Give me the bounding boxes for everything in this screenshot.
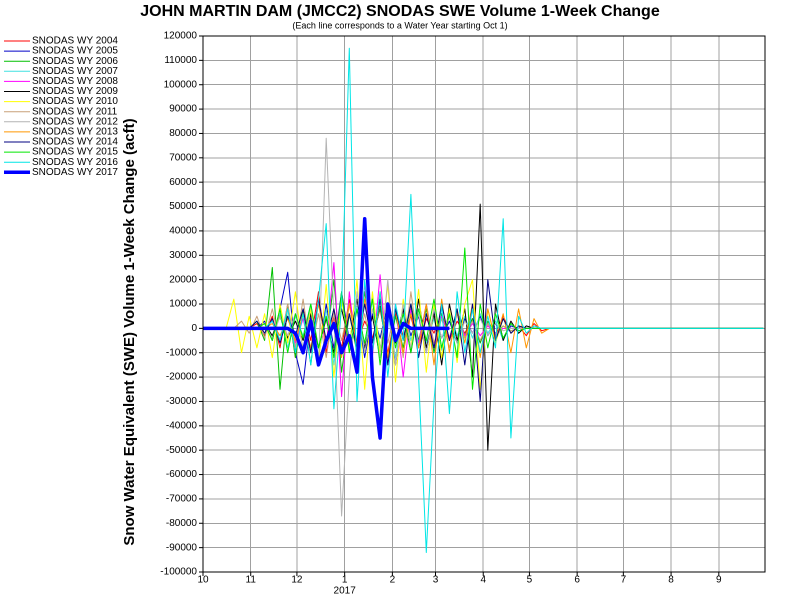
x-tick-label: 4: [480, 575, 486, 586]
y-tick-label: -20000: [166, 372, 198, 383]
x-tick-label: 9: [716, 575, 722, 586]
y-tick-label: -10000: [166, 347, 198, 358]
y-tick-label: -70000: [166, 494, 198, 505]
x-tick-sublabel: 2017: [334, 586, 357, 597]
legend-label: SNODAS WY 2014: [32, 137, 118, 148]
y-tick-label: -80000: [166, 518, 198, 529]
legend-label: SNODAS WY 2004: [32, 36, 118, 47]
x-tick-label: 5: [527, 575, 533, 586]
y-tick-label: 30000: [169, 250, 197, 261]
chart-title: JOHN MARTIN DAM (JMCC2) SNODAS SWE Volum…: [140, 3, 660, 20]
legend-label: SNODAS WY 2016: [32, 157, 118, 168]
y-tick-label: 70000: [169, 152, 197, 163]
x-tick-label: 3: [433, 575, 439, 586]
x-tick-label: 2: [390, 575, 396, 586]
y-tick-label: 40000: [169, 226, 197, 237]
y-tick-label: -50000: [166, 445, 198, 456]
legend-label: SNODAS WY 2009: [32, 86, 118, 97]
y-tick-label: -30000: [166, 396, 198, 407]
legend-label: SNODAS WY 2011: [32, 106, 118, 117]
y-tick-label: 20000: [169, 274, 197, 285]
y-tick-label: 80000: [169, 128, 197, 139]
y-tick-label: -40000: [166, 420, 198, 431]
axes: -100000-90000-80000-70000-60000-50000-40…: [160, 31, 722, 597]
x-tick-label: 8: [668, 575, 674, 586]
y-axis-label: Snow Water Equivalent (SWE) Volume 1-Wee…: [121, 118, 138, 545]
legend-label: SNODAS WY 2010: [32, 96, 118, 107]
y-tick-label: -60000: [166, 469, 198, 480]
plot-lines: [203, 47, 764, 553]
legend-label: SNODAS WY 2012: [32, 116, 118, 127]
legend-label: SNODAS WY 2005: [32, 46, 118, 57]
y-tick-label: 120000: [164, 31, 198, 42]
y-tick-label: 50000: [169, 201, 197, 212]
series-line: [203, 216, 450, 440]
x-tick-label: 1: [342, 575, 348, 586]
y-tick-label: 10000: [169, 299, 197, 310]
legend-label: SNODAS WY 2008: [32, 76, 118, 87]
chart-subtitle: (Each line corresponds to a Water Year s…: [292, 20, 507, 30]
legend-label: SNODAS WY 2015: [32, 147, 118, 158]
x-tick-label: 10: [197, 575, 209, 586]
y-tick-label: 110000: [164, 55, 197, 66]
x-tick-label: 6: [574, 575, 580, 586]
y-tick-label: 100000: [164, 79, 198, 90]
x-tick-label: 11: [246, 575, 257, 586]
series-line: [203, 47, 764, 553]
legend-label: SNODAS WY 2017: [32, 167, 118, 178]
y-tick-label: 0: [191, 323, 197, 334]
y-tick-label: -100000: [160, 567, 197, 578]
x-tick-label: 12: [291, 575, 303, 586]
legend-label: SNODAS WY 2006: [32, 56, 118, 67]
y-tick-label: -90000: [166, 542, 198, 553]
legend-label: SNODAS WY 2013: [32, 127, 118, 138]
y-tick-label: 90000: [169, 104, 197, 115]
y-tick-label: 60000: [169, 177, 197, 188]
x-tick-label: 7: [621, 575, 627, 586]
legend-label: SNODAS WY 2007: [32, 66, 118, 77]
